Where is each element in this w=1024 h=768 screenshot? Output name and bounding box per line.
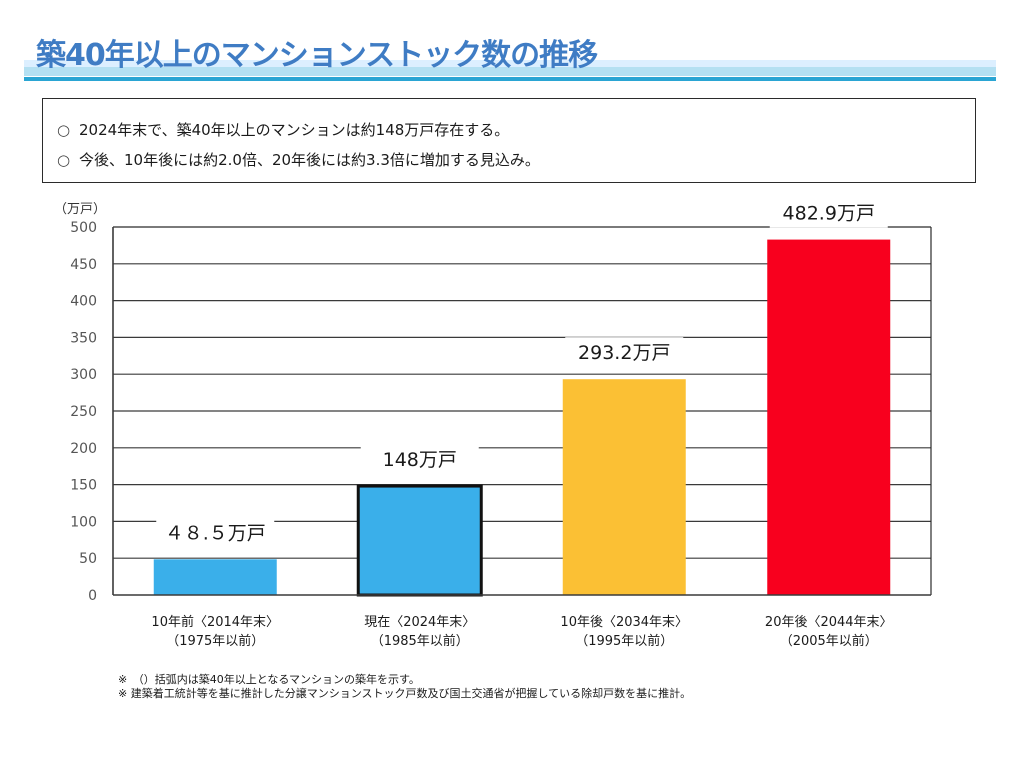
data-label: 293.2万戸 — [578, 342, 670, 364]
y-tick-label: 450 — [70, 257, 97, 273]
y-tick-label: 200 — [70, 441, 97, 457]
y-tick-label: 250 — [70, 404, 97, 420]
y-tick-label: 400 — [70, 294, 97, 310]
bar — [153, 559, 277, 595]
summary-line: ○ 今後、10年後には約2.0倍、20年後には約3.3倍に増加する見込み。 — [57, 149, 540, 170]
x-tick-label: 20年後〈2044年末〉 — [765, 615, 893, 630]
y-tick-label: 500 — [70, 220, 97, 236]
y-tick-label: 50 — [79, 551, 97, 567]
y-tick-label: 150 — [70, 478, 97, 494]
circle-bullet-icon: ○ — [57, 151, 71, 169]
data-label-background — [565, 337, 684, 368]
circle-bullet-icon: ○ — [57, 121, 71, 139]
x-tick-label: （1995年以前） — [575, 633, 673, 649]
data-label-background — [360, 444, 479, 475]
y-axis-unit-label: （万戸） — [54, 202, 106, 217]
bar — [356, 484, 483, 597]
x-tick-label: 現在〈2024年末〉 — [364, 615, 475, 630]
x-tick-label: （1985年以前） — [371, 633, 469, 649]
x-tick-label: 10年前〈2014年末〉 — [151, 614, 279, 630]
summary-text: 2024年末で、築40年以上のマンションは約148万戸存在する。 — [79, 121, 510, 139]
x-tick-label: （2005年以前） — [780, 633, 878, 649]
y-tick-label: 0 — [88, 588, 97, 604]
y-tick-label: 100 — [70, 514, 97, 530]
bar — [767, 239, 891, 595]
title-underline — [24, 77, 996, 81]
data-label-background — [769, 197, 888, 228]
y-tick-label: 350 — [70, 330, 97, 346]
summary-box: ○ 2024年末で、築40年以上のマンションは約148万戸存在する。 ○ 今後、10… — [42, 98, 976, 183]
page-title: 築40年以上のマンションストック数の推移 — [36, 38, 598, 73]
bar — [562, 379, 686, 595]
x-tick-label: 10年後〈2034年末〉 — [560, 615, 688, 630]
footnote: ※ （）括弧内は築40年以上となるマンションの築年を示す。 — [118, 673, 420, 686]
y-tick-label: 300 — [70, 367, 97, 383]
data-label: 148万戸 — [383, 449, 457, 471]
data-label: ４８.５万戸 — [165, 522, 266, 544]
data-label: 482.9万戸 — [783, 203, 875, 225]
footnote: ※ 建築着工統計等を基に推計した分譲マンションストック戸数及び国土交通省が把握し… — [118, 687, 692, 700]
title-band — [24, 60, 996, 76]
summary-text: 今後、10年後には約2.0倍、20年後には約3.3倍に増加する見込み。 — [79, 151, 540, 169]
x-tick-label: （1975年以前） — [166, 633, 264, 649]
data-label-background — [156, 517, 275, 548]
footnotes: ※ （）括弧内は築40年以上となるマンションの築年を示す。 ※ 建築着工統計等を… — [118, 673, 691, 701]
summary-line: ○ 2024年末で、築40年以上のマンションは約148万戸存在する。 — [57, 119, 509, 140]
